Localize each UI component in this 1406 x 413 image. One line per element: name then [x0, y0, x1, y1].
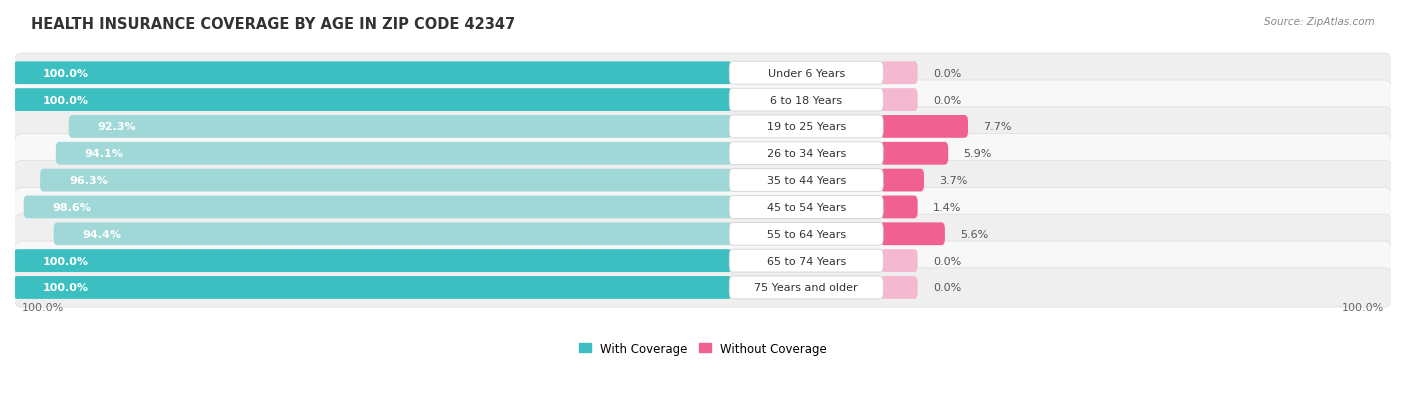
Text: 3.7%: 3.7%: [939, 176, 967, 186]
Text: 55 to 64 Years: 55 to 64 Years: [766, 229, 846, 239]
Text: 26 to 34 Years: 26 to 34 Years: [766, 149, 846, 159]
FancyBboxPatch shape: [880, 169, 924, 192]
Text: 0.0%: 0.0%: [932, 95, 962, 105]
Text: 92.3%: 92.3%: [97, 122, 136, 132]
FancyBboxPatch shape: [53, 223, 733, 246]
FancyBboxPatch shape: [880, 276, 918, 299]
FancyBboxPatch shape: [730, 116, 883, 138]
FancyBboxPatch shape: [14, 276, 733, 299]
FancyBboxPatch shape: [730, 276, 883, 299]
FancyBboxPatch shape: [14, 242, 1392, 280]
FancyBboxPatch shape: [14, 249, 733, 272]
Text: Under 6 Years: Under 6 Years: [768, 69, 845, 78]
FancyBboxPatch shape: [69, 116, 733, 138]
FancyBboxPatch shape: [730, 89, 883, 112]
Text: 35 to 44 Years: 35 to 44 Years: [766, 176, 846, 186]
Text: 94.1%: 94.1%: [84, 149, 124, 159]
Text: 100.0%: 100.0%: [42, 256, 89, 266]
FancyBboxPatch shape: [880, 142, 948, 165]
Text: 1.4%: 1.4%: [932, 202, 962, 212]
Text: 45 to 54 Years: 45 to 54 Years: [766, 202, 846, 212]
FancyBboxPatch shape: [14, 215, 1392, 254]
FancyBboxPatch shape: [14, 62, 733, 85]
FancyBboxPatch shape: [14, 54, 1392, 93]
Text: HEALTH INSURANCE COVERAGE BY AGE IN ZIP CODE 42347: HEALTH INSURANCE COVERAGE BY AGE IN ZIP …: [31, 17, 515, 31]
Text: 94.4%: 94.4%: [83, 229, 121, 239]
FancyBboxPatch shape: [14, 161, 1392, 200]
FancyBboxPatch shape: [730, 223, 883, 246]
FancyBboxPatch shape: [730, 142, 883, 165]
FancyBboxPatch shape: [14, 89, 733, 112]
FancyBboxPatch shape: [880, 62, 918, 85]
FancyBboxPatch shape: [730, 62, 883, 85]
FancyBboxPatch shape: [880, 89, 918, 112]
FancyBboxPatch shape: [880, 196, 918, 219]
FancyBboxPatch shape: [24, 196, 733, 219]
FancyBboxPatch shape: [14, 134, 1392, 173]
FancyBboxPatch shape: [730, 249, 883, 272]
Text: 75 Years and older: 75 Years and older: [755, 283, 858, 293]
FancyBboxPatch shape: [56, 142, 733, 165]
FancyBboxPatch shape: [41, 169, 733, 192]
Text: 6 to 18 Years: 6 to 18 Years: [770, 95, 842, 105]
Text: 0.0%: 0.0%: [932, 283, 962, 293]
Text: 0.0%: 0.0%: [932, 256, 962, 266]
Text: 100.0%: 100.0%: [42, 69, 89, 78]
FancyBboxPatch shape: [730, 196, 883, 219]
Text: 96.3%: 96.3%: [69, 176, 108, 186]
FancyBboxPatch shape: [880, 116, 967, 138]
Text: 98.6%: 98.6%: [52, 202, 91, 212]
Text: 5.9%: 5.9%: [963, 149, 991, 159]
Text: 65 to 74 Years: 65 to 74 Years: [766, 256, 846, 266]
Text: 0.0%: 0.0%: [932, 69, 962, 78]
Text: Source: ZipAtlas.com: Source: ZipAtlas.com: [1264, 17, 1375, 26]
Text: 7.7%: 7.7%: [983, 122, 1012, 132]
Text: 100.0%: 100.0%: [42, 95, 89, 105]
Text: 5.6%: 5.6%: [960, 229, 988, 239]
FancyBboxPatch shape: [14, 188, 1392, 227]
FancyBboxPatch shape: [730, 169, 883, 192]
Text: 19 to 25 Years: 19 to 25 Years: [766, 122, 846, 132]
FancyBboxPatch shape: [880, 249, 918, 272]
FancyBboxPatch shape: [14, 268, 1392, 307]
FancyBboxPatch shape: [880, 223, 945, 246]
Text: 100.0%: 100.0%: [42, 283, 89, 293]
Text: 100.0%: 100.0%: [22, 302, 65, 312]
FancyBboxPatch shape: [14, 107, 1392, 147]
Legend: With Coverage, Without Coverage: With Coverage, Without Coverage: [574, 337, 832, 360]
Text: 100.0%: 100.0%: [1341, 302, 1384, 312]
FancyBboxPatch shape: [14, 81, 1392, 120]
